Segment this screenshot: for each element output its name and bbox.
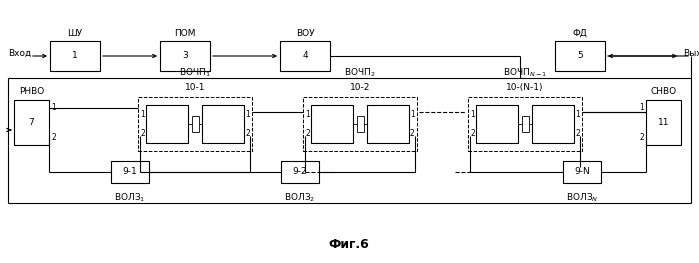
Bar bbox=[50, 41, 100, 71]
Text: СНВО: СНВО bbox=[651, 88, 677, 97]
Text: ВОЛЗ$_N$: ВОЛЗ$_N$ bbox=[565, 191, 598, 204]
Text: Фиг.6: Фиг.6 bbox=[329, 239, 369, 251]
Bar bbox=[111, 161, 149, 183]
Text: 2: 2 bbox=[51, 133, 56, 141]
Text: ВОЧП$_2$: ВОЧП$_2$ bbox=[344, 67, 376, 79]
Text: 1: 1 bbox=[305, 110, 310, 119]
Text: 3: 3 bbox=[182, 52, 188, 60]
Text: 5: 5 bbox=[577, 52, 583, 60]
Bar bbox=[146, 105, 188, 143]
Text: 2: 2 bbox=[410, 129, 415, 138]
Text: 1: 1 bbox=[640, 104, 644, 113]
Bar bbox=[14, 100, 49, 145]
Text: ВОЛЗ$_2$: ВОЛЗ$_2$ bbox=[284, 191, 316, 204]
Text: 2: 2 bbox=[575, 129, 579, 138]
Text: 9-2: 9-2 bbox=[293, 168, 308, 176]
Text: 10-2: 10-2 bbox=[350, 83, 370, 92]
Text: Вход: Вход bbox=[8, 48, 31, 58]
Text: 2: 2 bbox=[245, 129, 250, 138]
Bar bbox=[280, 41, 330, 71]
Bar bbox=[532, 105, 574, 143]
Text: 2: 2 bbox=[305, 129, 310, 138]
Bar bbox=[192, 116, 199, 132]
Text: 2: 2 bbox=[140, 129, 145, 138]
Bar bbox=[522, 116, 529, 132]
Text: ШУ: ШУ bbox=[67, 28, 82, 38]
Bar bbox=[202, 105, 244, 143]
Text: 7: 7 bbox=[29, 118, 34, 127]
Bar bbox=[160, 41, 210, 71]
Text: 1: 1 bbox=[72, 52, 78, 60]
Bar bbox=[646, 100, 681, 145]
Text: 1: 1 bbox=[470, 110, 475, 119]
Bar bbox=[476, 105, 518, 143]
Text: 1: 1 bbox=[140, 110, 145, 119]
Text: 9-1: 9-1 bbox=[122, 168, 138, 176]
Text: 2: 2 bbox=[470, 129, 475, 138]
Text: ПОМ: ПОМ bbox=[174, 28, 196, 38]
Bar bbox=[468, 97, 582, 151]
Bar bbox=[303, 97, 417, 151]
Text: 9-N: 9-N bbox=[574, 168, 590, 176]
Text: 1: 1 bbox=[410, 110, 415, 119]
Text: 1: 1 bbox=[51, 104, 56, 113]
Text: Выход: Выход bbox=[683, 48, 699, 58]
Bar bbox=[311, 105, 353, 143]
Text: 10-1: 10-1 bbox=[185, 83, 206, 92]
Text: 4: 4 bbox=[302, 52, 308, 60]
Text: РНВО: РНВО bbox=[19, 88, 44, 97]
Bar bbox=[138, 97, 252, 151]
Text: ВОЧП$_1$: ВОЧП$_1$ bbox=[179, 67, 211, 79]
Text: 2: 2 bbox=[640, 133, 644, 141]
Text: ВОУ: ВОУ bbox=[296, 28, 315, 38]
Bar bbox=[281, 161, 319, 183]
Bar bbox=[555, 41, 605, 71]
Text: ВОЛЗ$_1$: ВОЛЗ$_1$ bbox=[115, 191, 145, 204]
Text: 1: 1 bbox=[575, 110, 579, 119]
Bar bbox=[357, 116, 364, 132]
Text: ВОЧП$_{N-1}$: ВОЧП$_{N-1}$ bbox=[503, 67, 547, 79]
Bar bbox=[563, 161, 601, 183]
Text: 11: 11 bbox=[658, 118, 669, 127]
Text: 10-(N-1): 10-(N-1) bbox=[506, 83, 544, 92]
Text: ФД: ФД bbox=[572, 28, 587, 38]
Bar bbox=[367, 105, 409, 143]
Text: 1: 1 bbox=[245, 110, 250, 119]
